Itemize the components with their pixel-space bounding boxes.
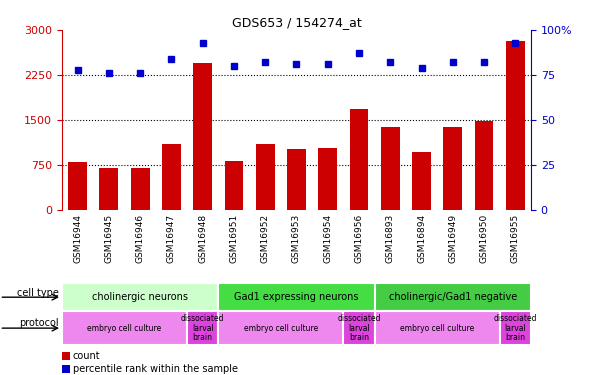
Text: GSM16951: GSM16951 — [230, 214, 238, 263]
Bar — [500, 311, 531, 345]
Bar — [218, 283, 375, 311]
Text: dissociated
larval
brain: dissociated larval brain — [337, 314, 381, 342]
Bar — [256, 144, 274, 210]
Text: GSM16952: GSM16952 — [261, 214, 270, 263]
Bar — [412, 152, 431, 210]
Text: embryo cell culture: embryo cell culture — [244, 324, 318, 333]
Text: GSM16950: GSM16950 — [480, 214, 489, 263]
Text: Gad1 expressing neurons: Gad1 expressing neurons — [234, 292, 359, 302]
Text: embryo cell culture: embryo cell culture — [87, 324, 162, 333]
Text: count: count — [73, 351, 100, 361]
Text: GSM16948: GSM16948 — [198, 214, 207, 263]
Text: GSM16946: GSM16946 — [136, 214, 145, 263]
Text: dissociated
larval
brain: dissociated larval brain — [494, 314, 537, 342]
Bar — [475, 121, 493, 210]
Bar — [381, 127, 399, 210]
Text: GSM16944: GSM16944 — [73, 214, 82, 262]
Bar — [343, 311, 375, 345]
Text: GSM16956: GSM16956 — [355, 214, 363, 263]
Text: GSM16894: GSM16894 — [417, 214, 426, 263]
Bar — [131, 168, 149, 210]
Text: cell type: cell type — [17, 288, 59, 298]
Text: embryo cell culture: embryo cell culture — [400, 324, 474, 333]
Bar — [375, 283, 531, 311]
Text: GSM16954: GSM16954 — [323, 214, 332, 263]
Bar — [187, 311, 218, 345]
Text: protocol: protocol — [19, 318, 59, 328]
Bar — [506, 41, 525, 210]
Text: cholinergic/Gad1 negative: cholinergic/Gad1 negative — [389, 292, 517, 302]
Bar — [62, 283, 218, 311]
Text: GSM16955: GSM16955 — [511, 214, 520, 263]
Bar — [194, 63, 212, 210]
Text: GSM16949: GSM16949 — [448, 214, 457, 263]
Bar — [62, 311, 187, 345]
Text: GSM16945: GSM16945 — [104, 214, 113, 263]
Text: GSM16893: GSM16893 — [386, 214, 395, 263]
Bar — [375, 311, 500, 345]
Text: GSM16953: GSM16953 — [292, 214, 301, 263]
Text: GSM16947: GSM16947 — [167, 214, 176, 263]
Bar — [225, 161, 243, 210]
Bar — [319, 148, 337, 210]
Bar — [350, 109, 368, 210]
Text: cholinergic neurons: cholinergic neurons — [92, 292, 188, 302]
Title: GDS653 / 154274_at: GDS653 / 154274_at — [232, 16, 361, 29]
Bar — [287, 149, 306, 210]
Bar — [162, 144, 181, 210]
Text: dissociated
larval
brain: dissociated larval brain — [181, 314, 224, 342]
Bar — [68, 162, 87, 210]
Bar — [100, 168, 118, 210]
Text: percentile rank within the sample: percentile rank within the sample — [73, 364, 238, 374]
Bar — [218, 311, 343, 345]
Bar — [444, 127, 462, 210]
